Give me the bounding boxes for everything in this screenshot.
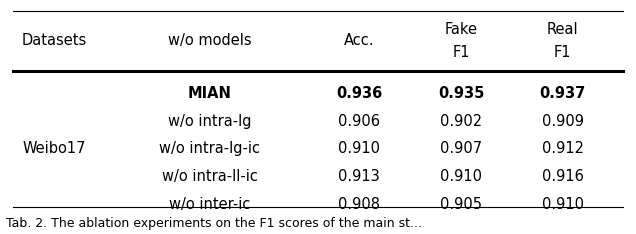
Text: 0.909: 0.909	[542, 114, 584, 129]
Text: Real: Real	[547, 22, 579, 37]
Text: 0.910: 0.910	[542, 197, 584, 212]
Text: w/o intra-lg-ic: w/o intra-lg-ic	[160, 141, 260, 156]
Text: 0.937: 0.937	[540, 86, 586, 101]
Text: 0.936: 0.936	[336, 86, 382, 101]
Text: 0.905: 0.905	[440, 197, 482, 212]
Text: 0.913: 0.913	[338, 169, 380, 184]
Text: w/o intra-ll-ic: w/o intra-ll-ic	[162, 169, 258, 184]
Text: 0.906: 0.906	[338, 114, 380, 129]
Text: 0.916: 0.916	[542, 169, 584, 184]
Text: 0.912: 0.912	[542, 141, 584, 156]
Text: 0.902: 0.902	[440, 114, 482, 129]
Text: 0.907: 0.907	[440, 141, 482, 156]
Text: 0.908: 0.908	[338, 197, 380, 212]
Text: Tab. 2. The ablation experiments on the F1 scores of the main st...: Tab. 2. The ablation experiments on the …	[6, 217, 422, 230]
Text: Fake: Fake	[445, 22, 478, 37]
Text: F1: F1	[554, 45, 572, 60]
Text: F1: F1	[452, 45, 470, 60]
Text: w/o intra-lg: w/o intra-lg	[168, 114, 252, 129]
Text: MIAN: MIAN	[188, 86, 232, 101]
Text: 0.910: 0.910	[440, 169, 482, 184]
Text: 0.910: 0.910	[338, 141, 380, 156]
Text: w/o models: w/o models	[168, 33, 252, 48]
Text: w/o inter-ic: w/o inter-ic	[169, 197, 251, 212]
Text: 0.935: 0.935	[438, 86, 484, 101]
Text: Datasets: Datasets	[22, 33, 86, 48]
Text: Acc.: Acc.	[344, 33, 375, 48]
Text: Weibo17: Weibo17	[22, 141, 86, 156]
